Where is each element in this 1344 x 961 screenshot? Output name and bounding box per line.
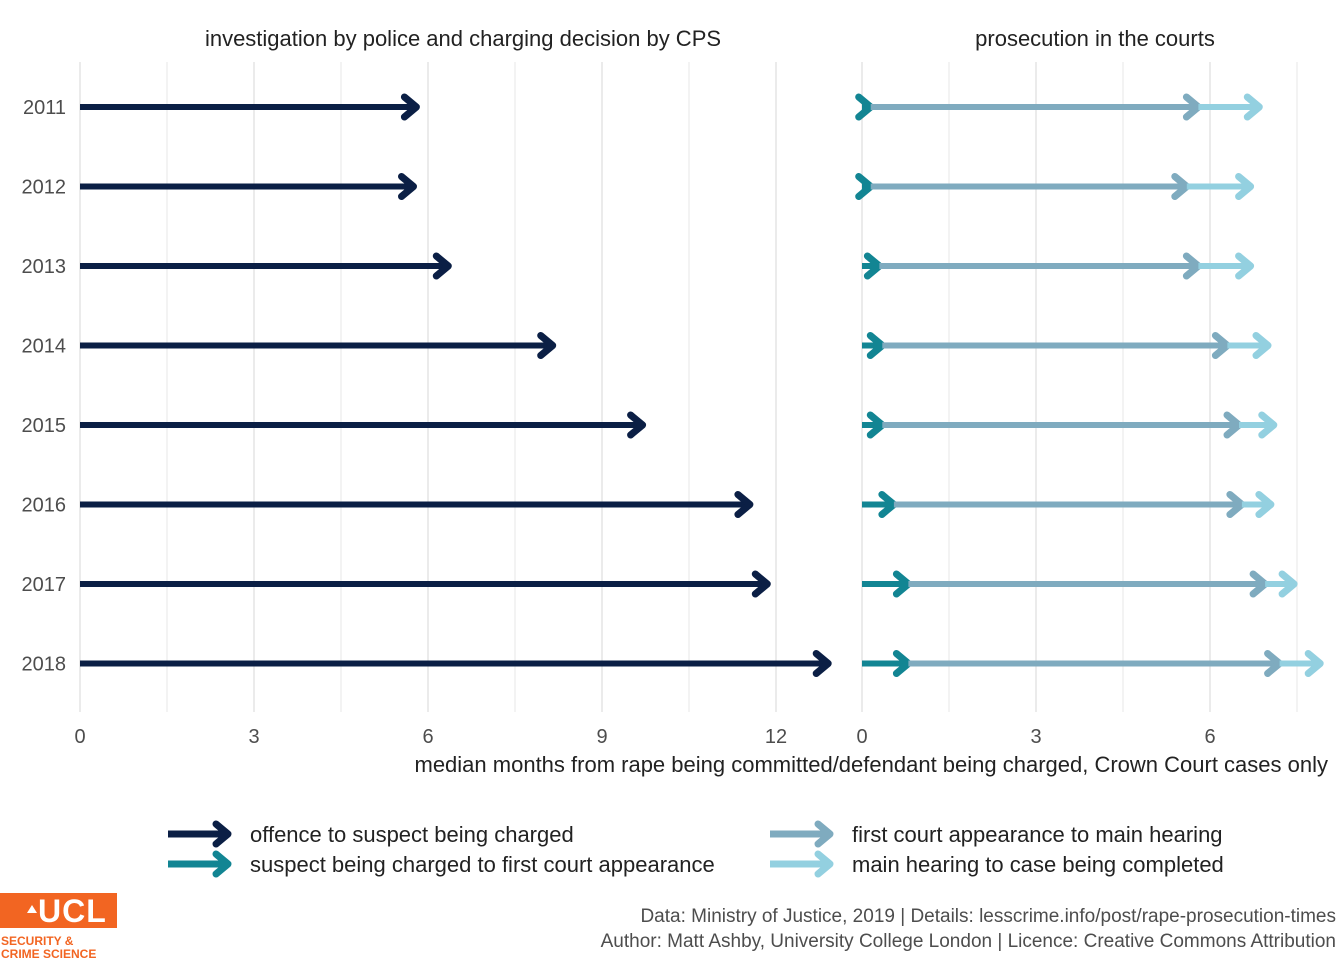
x-tick-label: 6 [422, 726, 433, 748]
y-tick-label: 2015 [22, 415, 67, 437]
y-tick-label: 2017 [22, 574, 67, 596]
y-tick-label: 2011 [23, 97, 66, 119]
x-tick-label: 6 [1204, 726, 1215, 748]
y-tick-label: 2018 [22, 654, 67, 676]
arrow-head [812, 650, 832, 677]
ucl-dome-icon [27, 905, 37, 913]
legend-key-head [814, 850, 834, 878]
arrow-head [1278, 570, 1298, 598]
y-tick-label: 2016 [22, 495, 67, 517]
ucl-logo [0, 893, 117, 928]
panel-title-right: prosecution in the courts [975, 26, 1215, 51]
y-tick-label: 2013 [22, 256, 67, 278]
logo-text-line2: CRIME SCIENCE [1, 947, 97, 961]
ucl-logo-word: UCL [38, 893, 107, 929]
arrow-head [751, 570, 771, 598]
legend-label: offence to suspect being charged [250, 822, 574, 847]
gridlines [79, 62, 1298, 712]
legend: offence to suspect being charged suspect … [168, 820, 1224, 878]
arrow-head [400, 93, 420, 121]
arrow-head [1255, 491, 1275, 518]
legend-key-head [814, 820, 834, 848]
arrow-head [1252, 332, 1272, 359]
arrow-head [432, 252, 452, 280]
legend-label: first court appearance to main hearing [852, 822, 1223, 847]
legend-label: main hearing to case being completed [852, 852, 1224, 877]
panel-title-left: investigation by police and charging dec… [205, 26, 721, 51]
arrow-head [398, 173, 417, 200]
arrow-head [537, 332, 557, 359]
x-tick-label: 12 [765, 726, 787, 748]
legend-key-head [212, 850, 232, 878]
arrow-head [1235, 173, 1255, 200]
axis-ticks: 0 3 6 9 12 0 3 6 2011 2012 2013 2014 2015 2016 2017 201… [22, 97, 1216, 748]
arrow-head [1304, 650, 1324, 677]
arrow-head [734, 491, 754, 518]
arrow-head [1243, 93, 1263, 121]
x-tick-label: 3 [248, 726, 259, 748]
arrow-series [80, 93, 1324, 677]
logo-text-line1: SECURITY & [1, 934, 74, 948]
arrow-head [1258, 411, 1278, 439]
x-tick-label: 0 [74, 726, 85, 748]
x-tick-label: 3 [1030, 726, 1041, 748]
caption-author: Author: Matt Ashby, University College L… [601, 931, 1336, 952]
x-tick-label: 0 [856, 726, 867, 748]
x-tick-label: 9 [596, 726, 607, 748]
arrow-head [1235, 252, 1255, 280]
caption-data-source: Data: Ministry of Justice, 2019 | Detail… [640, 906, 1336, 927]
legend-label: suspect being charged to first court app… [250, 852, 715, 877]
x-axis-label: median months from rape being committed/… [415, 752, 1329, 777]
arrow-head [627, 411, 647, 439]
y-tick-label: 2014 [22, 336, 67, 358]
legend-key-head [212, 820, 232, 848]
y-tick-label: 2012 [22, 177, 67, 199]
